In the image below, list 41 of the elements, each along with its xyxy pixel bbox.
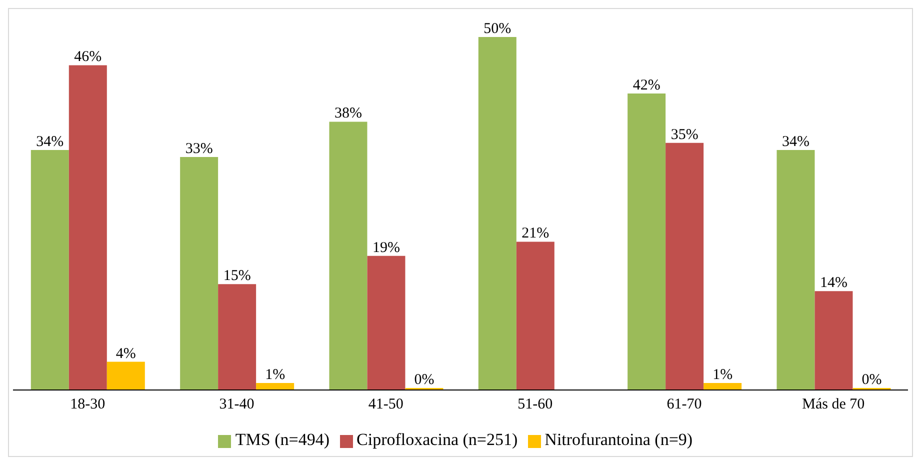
data-label: 1% (712, 366, 733, 383)
data-label: 15% (223, 268, 251, 284)
bar (814, 291, 853, 390)
legend-label: TMS (n=494) (235, 430, 330, 449)
bar (68, 65, 107, 390)
data-label: 19% (372, 240, 400, 256)
bar (704, 382, 742, 390)
data-label: 38% (334, 106, 362, 122)
data-label: 0% (414, 372, 434, 388)
data-label: 42% (632, 77, 660, 94)
bar (367, 256, 406, 390)
bar (30, 150, 69, 390)
data-label: 50% (484, 21, 512, 37)
data-label: 35% (670, 126, 698, 143)
bar (180, 157, 218, 390)
data-label: 34% (782, 134, 810, 150)
x-tick-label: 31-40 (219, 396, 254, 413)
x-tick-label: 18-30 (70, 396, 106, 413)
bar (628, 93, 666, 390)
data-label: 1% (265, 366, 286, 383)
bar (666, 142, 704, 390)
x-tick-label: 41-50 (368, 396, 404, 413)
data-label: 0% (862, 372, 882, 388)
data-label: 4% (116, 346, 136, 362)
bar (516, 242, 554, 390)
bar (106, 362, 145, 390)
data-label: 21% (522, 226, 550, 242)
x-tick-label: 61-70 (666, 396, 702, 413)
legend-label: Ciprofloxacina (n=251) (356, 430, 518, 449)
data-label: 14% (820, 275, 848, 292)
data-label: 34% (36, 134, 64, 150)
bar (478, 37, 516, 390)
data-label: 33% (185, 141, 213, 158)
data-label: 46% (74, 49, 102, 66)
x-tick-label: 51-60 (518, 396, 553, 413)
bar (256, 382, 294, 390)
legend-label: Nitrofurantoina (n=9) (544, 430, 693, 449)
bar (218, 284, 256, 390)
bar (329, 122, 368, 390)
x-tick-label: Más de 70 (802, 396, 865, 413)
bar (776, 150, 815, 390)
